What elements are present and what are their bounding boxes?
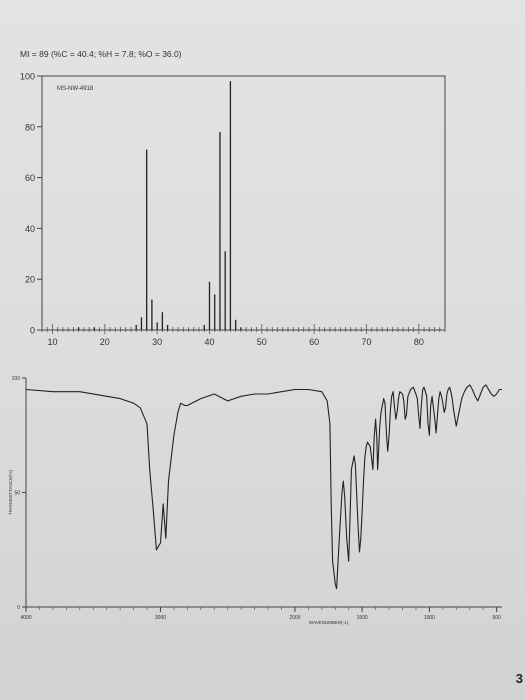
ir-spectrum-trace [25,384,502,590]
ir-y-axis-label: TRANSMITTANCE(%) [8,470,13,515]
ms-y-tick-label: 20 [25,275,35,285]
ir-y-tick-label: 50 [14,491,20,497]
ms-x-tick-label: 10 [47,337,57,347]
ir-x-tick-label: 4000 [20,615,31,621]
ir-x-tick-label: 1000 [424,615,435,621]
ms-x-tick-label: 20 [100,337,110,347]
ir-y-tick-label: 100 [12,376,21,382]
formula-line: MI = 89 (%C = 40.4; %H = 7.8; %O = 36.0) [20,49,182,59]
ms-x-tick-label: 30 [152,337,162,347]
ir-x-axis-label: WAVENUMBER(-1) [309,620,349,625]
ms-x-tick-label: 40 [204,337,214,347]
ms-x-tick-label: 50 [257,337,267,347]
ms-y-tick-label: 100 [20,72,35,82]
ms-y-tick-label: 60 [25,173,35,183]
page-number: 3 [515,671,523,686]
ms-y-tick-label: 80 [25,122,35,132]
ms-x-tick-label: 80 [414,337,424,347]
ms-sample-code: MS-NW-4918 [57,86,94,92]
ir-x-tick-label: 3000 [155,615,166,621]
ir-x-tick-label: 500 [492,615,501,621]
ms-plot-frame [41,75,446,331]
ms-y-tick-label: 40 [25,224,35,234]
ir-x-tick-label: 1500 [357,615,368,621]
ms-y-tick-label: 0 [30,326,35,336]
mass-spectrum-chart: 0 20 40 60 80 100 10 20 30 40 50 60 70 80 MS-NW-4918 [20,72,446,347]
ms-x-tick-label: 70 [361,337,371,347]
ms-x-tick-label: 60 [309,337,319,347]
ir-y-tick-label: 0 [17,605,20,611]
ir-x-tick-label: 2000 [289,615,300,621]
